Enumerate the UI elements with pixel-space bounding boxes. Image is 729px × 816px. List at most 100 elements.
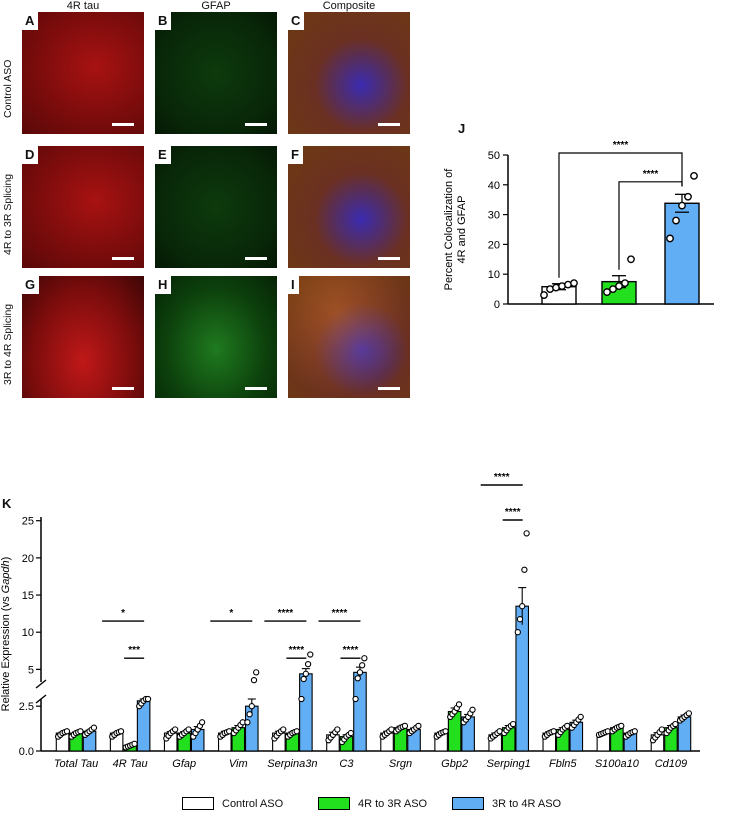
panel-letter-a: A — [22, 12, 39, 30]
micrograph-f: F — [288, 146, 410, 268]
data-point — [280, 726, 287, 733]
x-tick-label: Vim — [229, 758, 248, 770]
x-tick-label: Total Tau — [54, 758, 98, 770]
data-point — [550, 728, 557, 735]
data-point — [302, 670, 310, 677]
significance-label: * — [121, 608, 125, 619]
significance-bracket — [558, 152, 683, 278]
data-point — [631, 728, 638, 735]
data-point — [356, 669, 364, 676]
data-point — [627, 255, 635, 264]
micrograph-g: G — [22, 276, 144, 398]
x-tick-label: Srgn — [389, 758, 412, 770]
data-point — [347, 729, 355, 737]
y-tick-label: 0.0 — [19, 746, 34, 758]
panel-letter-f: F — [288, 146, 303, 164]
data-point — [352, 695, 359, 703]
x-tick-label: Serpina3n — [267, 758, 317, 770]
micrograph-c: C — [288, 12, 410, 134]
x-tick-label: Gbp2 — [441, 758, 468, 770]
micrograph-a: A — [22, 12, 144, 134]
scale-bar — [378, 257, 400, 260]
data-point — [615, 282, 623, 291]
data-point — [401, 722, 409, 730]
data-point — [359, 662, 366, 669]
significance-label: **** — [278, 608, 294, 619]
column-title-gfap: GFAP — [201, 0, 231, 12]
data-point — [519, 603, 526, 610]
data-point — [244, 719, 251, 726]
data-point — [603, 288, 611, 296]
data-point — [455, 701, 463, 708]
micrograph-e: E — [155, 146, 277, 268]
data-point — [672, 216, 680, 225]
y-tick-label: 5 — [28, 664, 34, 676]
legend-label-3r-to-4r: 3R to 4R ASO — [492, 797, 562, 810]
data-point — [90, 724, 98, 731]
bar — [353, 671, 367, 752]
panel-letter-b: B — [155, 12, 172, 30]
legend-label-4r-to-3r: 4R to 3R ASO — [358, 797, 428, 810]
data-point — [304, 661, 312, 668]
panel-letter-d: D — [22, 146, 39, 164]
significance-label: **** — [343, 645, 359, 656]
micrograph-h: H — [155, 276, 277, 398]
x-tick-label: Cd109 — [655, 758, 687, 770]
panel-letter-j: J — [458, 121, 466, 136]
data-point — [666, 234, 674, 243]
significance-label: * — [229, 608, 233, 619]
chart-k: 0.0 2.5 5 10 15 20 25 Relative Expression (vs G… — [0, 472, 700, 770]
panel-letter-g: G — [22, 276, 40, 294]
y-tick-label: 10 — [488, 269, 500, 281]
scale-bar — [245, 257, 267, 260]
legend-swatch-4r-to-3r — [318, 797, 350, 810]
y-tick-label: 0 — [494, 299, 500, 311]
data-point — [248, 703, 255, 710]
data-point — [198, 719, 206, 726]
panel-letter-e: E — [155, 146, 171, 164]
data-point — [618, 722, 625, 730]
y-tick-label: 30 — [488, 210, 500, 222]
data-point — [144, 695, 152, 703]
axis-break-mark — [35, 679, 47, 689]
chart-j: 0 10 20 30 40 50 Percent Colocalization of4R a… — [443, 140, 714, 311]
y-axis-label-suffix: ) — [0, 557, 12, 561]
data-point — [117, 728, 125, 735]
data-point — [469, 706, 476, 713]
micrograph-i: I — [288, 276, 410, 398]
data-point — [250, 676, 258, 684]
scale-bar — [378, 123, 400, 126]
data-point — [570, 279, 578, 288]
bar — [664, 202, 700, 305]
scale-bar — [245, 123, 267, 126]
y-axis-label-prefix: Relative Expression (vs — [0, 593, 12, 711]
data-point — [361, 655, 368, 662]
data-point — [514, 629, 521, 636]
significance-label: **** — [643, 169, 659, 180]
x-tick-label: Serping1 — [487, 758, 531, 770]
data-point — [131, 740, 138, 747]
data-point — [300, 675, 307, 683]
bar — [299, 673, 313, 752]
scale-bar — [245, 387, 267, 390]
axis-break-mark — [35, 694, 47, 704]
data-point — [521, 566, 528, 573]
data-point — [577, 713, 584, 721]
micrograph-b: B — [155, 12, 277, 134]
legend-swatch-3r-to-4r — [452, 797, 484, 810]
bar — [515, 605, 530, 752]
panel-letter-i: I — [288, 276, 299, 294]
data-point — [509, 720, 517, 728]
significance-label: **** — [289, 645, 305, 656]
data-point — [621, 279, 629, 288]
y-axis-label: Percent Colocalization of4R and GFAP — [443, 168, 468, 291]
data-point — [685, 710, 693, 717]
legend-item-3r-to-4r: 3R to 4R ASO — [452, 797, 561, 810]
significance-label: **** — [494, 472, 510, 483]
data-point — [185, 726, 192, 733]
x-tick-label: Gfap — [172, 758, 196, 770]
data-point — [540, 291, 548, 299]
data-point — [442, 728, 449, 735]
data-point — [678, 201, 686, 210]
legend-item-4r-to-3r: 4R to 3R ASO — [318, 797, 427, 810]
